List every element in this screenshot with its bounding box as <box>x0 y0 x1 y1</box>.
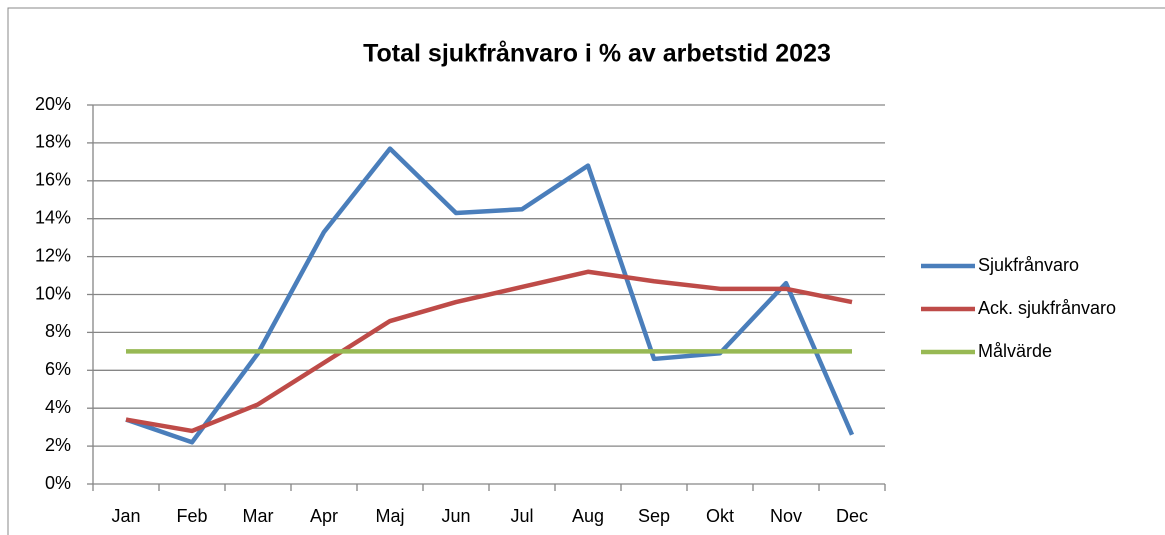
y-tick-label: 2% <box>45 435 71 455</box>
y-tick-label: 6% <box>45 359 71 379</box>
x-tick-label: Dec <box>836 506 868 526</box>
y-tick-label: 4% <box>45 397 71 417</box>
y-tick-label: 8% <box>45 321 71 341</box>
x-tick-label: Jul <box>510 506 533 526</box>
y-tick-label: 14% <box>35 207 71 227</box>
data-line <box>125 269 853 434</box>
x-tick-label: Mar <box>243 506 274 526</box>
x-tick-label: Maj <box>375 506 404 526</box>
y-tick-label: 16% <box>35 170 71 190</box>
data-line <box>125 146 855 445</box>
legend-label: Målvärde <box>978 341 1052 361</box>
y-tick-label: 10% <box>35 283 71 303</box>
chart-title: Total sjukfrånvaro i % av arbetstid 2023 <box>363 40 831 68</box>
x-tick-label: Okt <box>706 506 734 526</box>
x-tick-label: Sep <box>638 506 670 526</box>
y-tick-label: 0% <box>45 473 71 493</box>
x-tick-label: Jun <box>441 506 470 526</box>
y-tick-label: 18% <box>35 132 71 152</box>
legend-label: Ack. sjukfrånvaro <box>978 298 1116 318</box>
y-tick-label: 20% <box>35 94 71 114</box>
legend-label: Sjukfrånvaro <box>978 255 1079 275</box>
x-tick-label: Aug <box>572 506 604 526</box>
x-tick-label: Feb <box>176 506 207 526</box>
x-tick-label: Nov <box>770 506 802 526</box>
y-tick-label: 12% <box>35 245 71 265</box>
x-tick-label: Jan <box>111 506 140 526</box>
x-tick-label: Apr <box>310 506 338 526</box>
